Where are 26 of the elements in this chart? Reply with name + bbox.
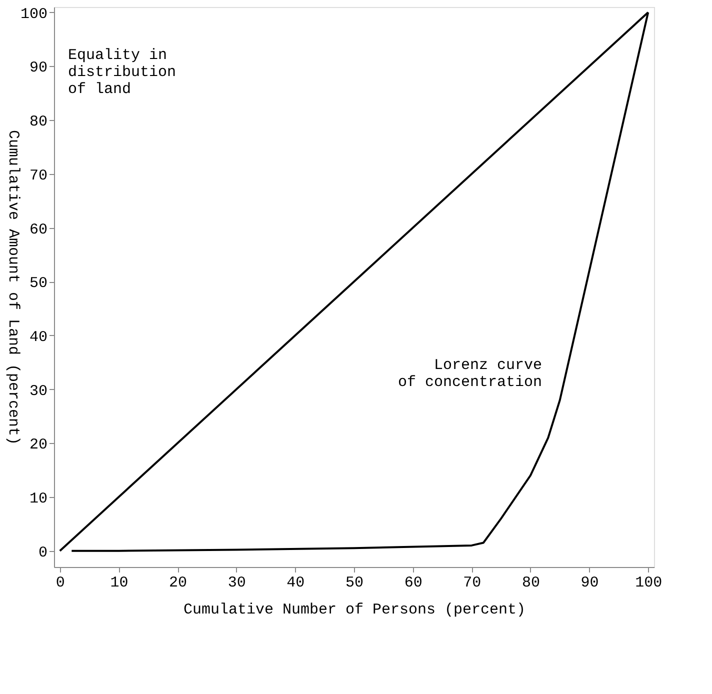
y-tick-label: 0: [38, 544, 48, 562]
y-axis-title: Cumulative Amount of Land (percent): [4, 130, 22, 446]
annotation: Lorenz curve of concentration: [398, 357, 542, 391]
y-tick-label: 50: [29, 275, 48, 292]
y-tick-label: 40: [29, 328, 48, 346]
x-tick-label: 20: [169, 574, 188, 592]
x-tick-label: 10: [110, 574, 128, 592]
annotation: Equality in distribution of land: [68, 47, 176, 98]
y-tick-label: 30: [29, 382, 48, 400]
x-tick-label: 60: [404, 574, 422, 592]
y-tick-label: 90: [29, 60, 48, 77]
x-tick-label: 100: [635, 574, 662, 592]
x-tick-label: 40: [286, 574, 305, 592]
x-tick-label: 90: [580, 574, 599, 592]
y-tick-label: 10: [29, 490, 48, 508]
y-tick-label: 100: [20, 6, 48, 23]
x-tick-label: 50: [345, 574, 364, 592]
x-tick-label: 80: [522, 574, 540, 592]
x-axis-title: Cumulative Number of Persons (percent): [183, 602, 526, 618]
x-tick-label: 70: [463, 574, 482, 592]
y-tick-label: 80: [29, 114, 48, 131]
x-tick-label: 0: [56, 574, 65, 592]
y-tick-label: 20: [29, 436, 48, 454]
y-tick-label: 60: [29, 221, 48, 238]
y-tick-label: 70: [29, 167, 48, 184]
x-tick-label: 30: [228, 574, 246, 592]
